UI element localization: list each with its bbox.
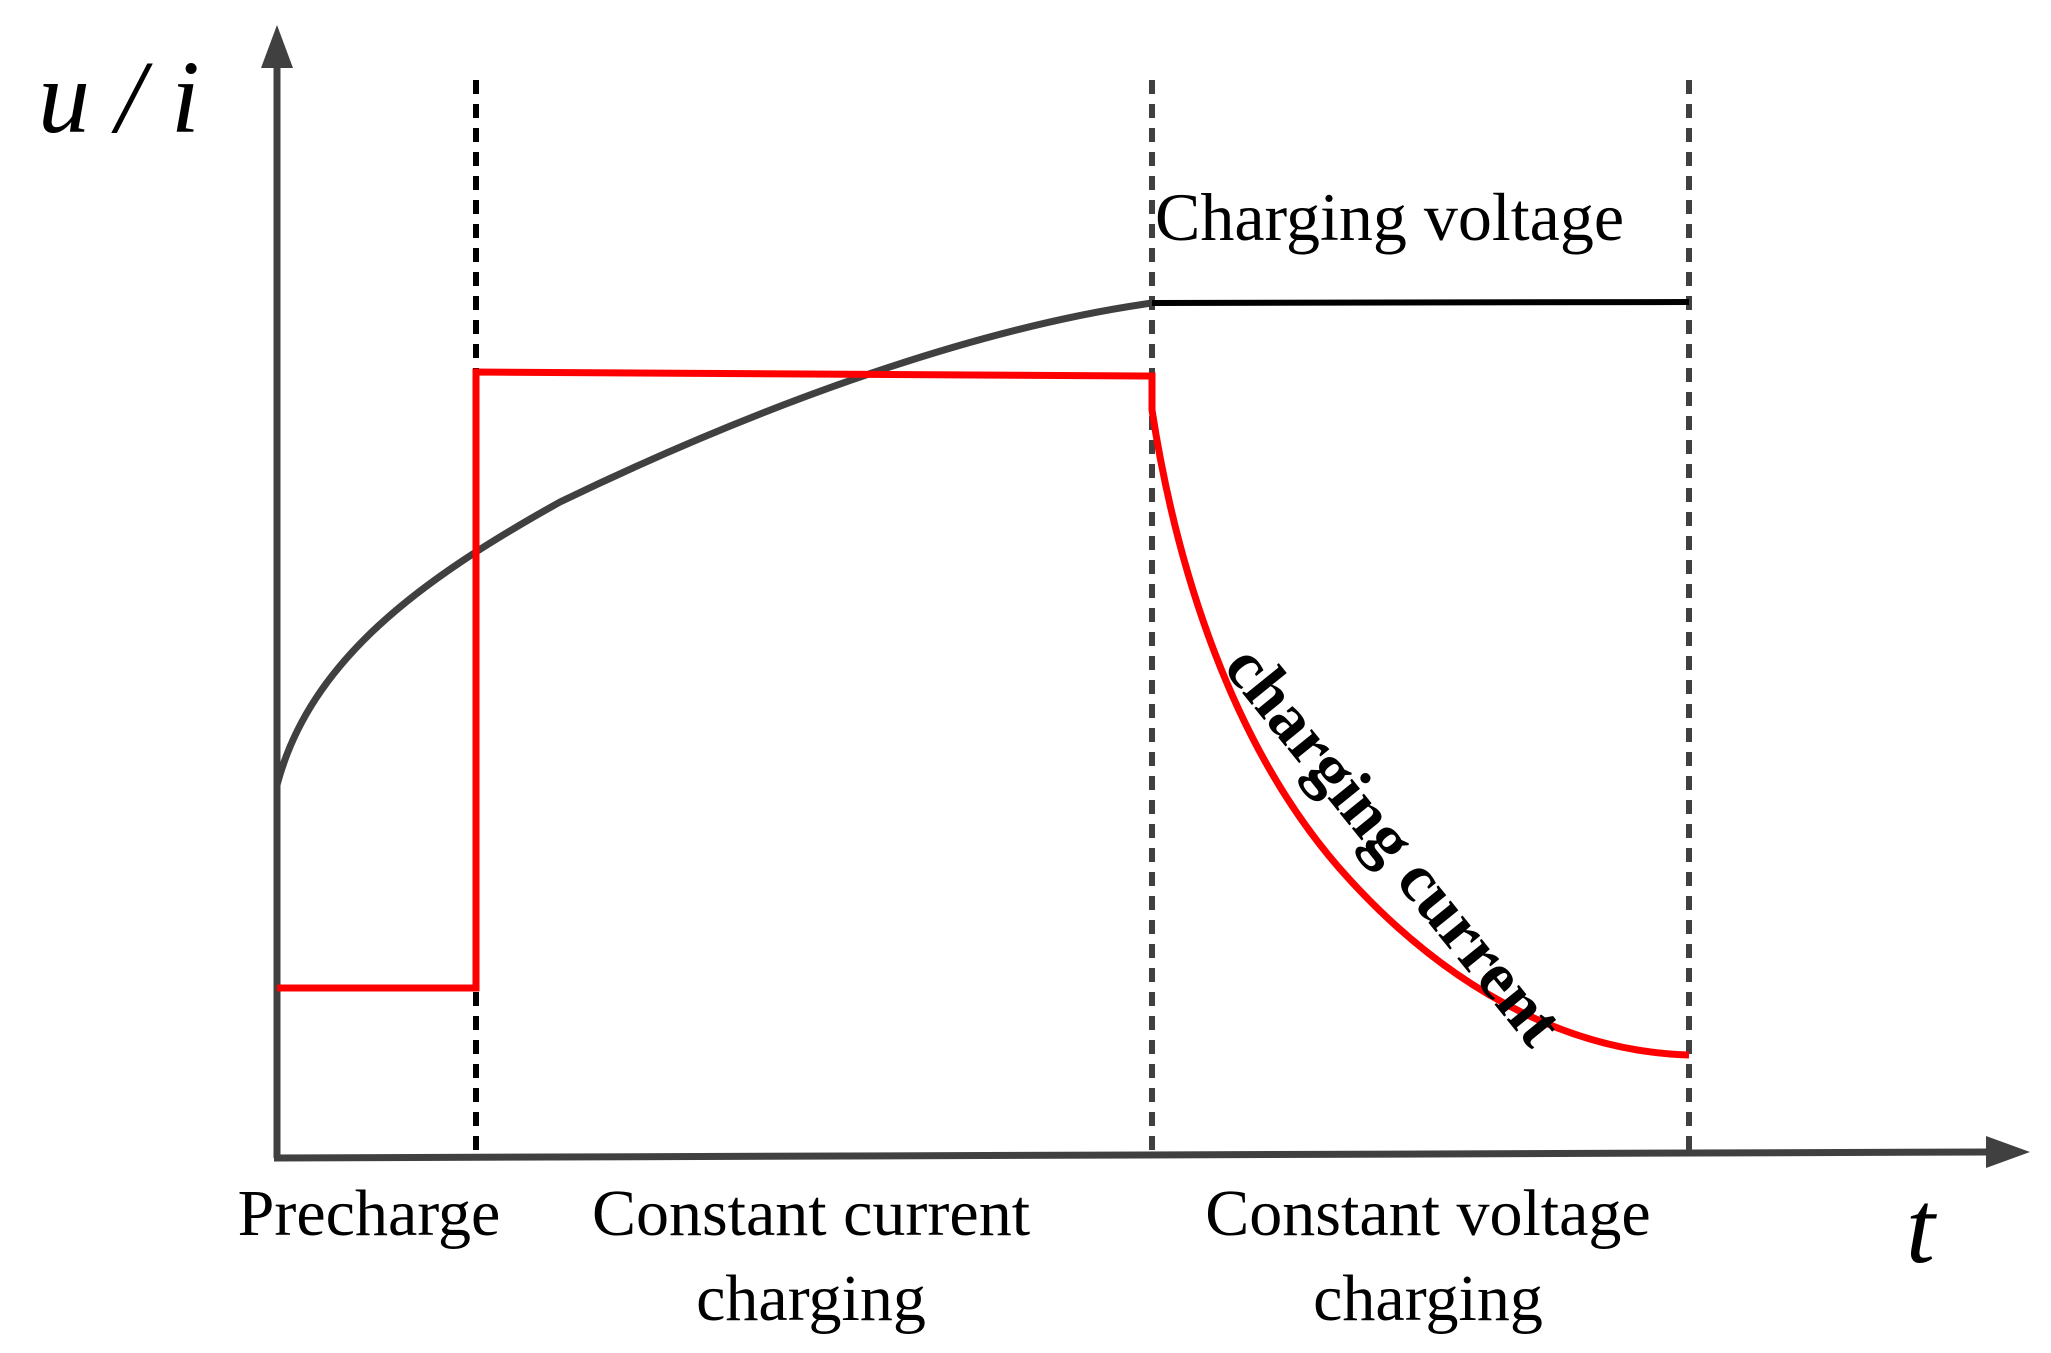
charging-current-label: charging current <box>1210 630 1579 1060</box>
x-axis <box>273 1148 1991 1162</box>
charging-voltage-label: Charging voltage <box>1155 179 1624 255</box>
charging-voltage-curve <box>273 299 1153 786</box>
x-axis-label: t <box>1906 1170 1937 1285</box>
y-axis-label: u / i <box>38 40 200 155</box>
precharge-label: Precharge <box>238 1177 501 1250</box>
charging-current-curve <box>277 368 1690 1059</box>
constant-voltage-label-line1: Constant voltage <box>1205 1177 1650 1250</box>
constant-current-label-line2: charging <box>696 1262 926 1335</box>
x-axis-arrowhead <box>1986 1136 2030 1168</box>
y-axis-arrowhead <box>261 25 293 68</box>
charging-voltage-flat-segment <box>1151 299 1690 306</box>
constant-current-label-line1: Constant current <box>592 1177 1030 1250</box>
constant-voltage-label-line2: charging <box>1313 1262 1543 1335</box>
